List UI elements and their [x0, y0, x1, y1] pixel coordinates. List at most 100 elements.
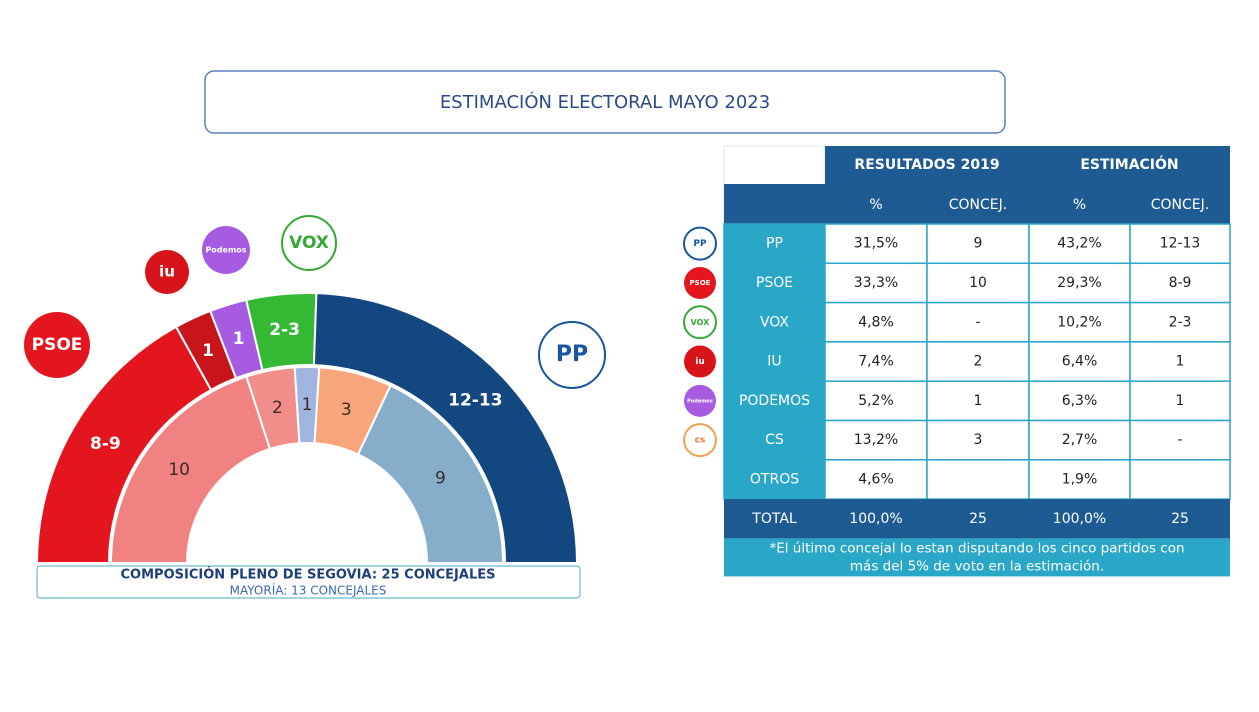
outer-label: 1: [202, 341, 214, 361]
sub-header: CONCEJ.: [1151, 197, 1209, 213]
cell-text: 7,4%: [858, 354, 894, 370]
inner-label: 1: [302, 395, 313, 415]
data-cell: [1129, 223, 1231, 265]
title-box: [204, 70, 1006, 134]
cell-text: -: [1177, 432, 1182, 448]
psoe-logo-text: PSOE: [32, 335, 83, 355]
podemos-logo: [202, 226, 250, 274]
party-name: OTROS: [750, 471, 799, 487]
note: *El último concejal lo estan disputando …: [769, 540, 1184, 556]
note-bg: [724, 538, 1230, 577]
cell-text: -: [975, 314, 980, 330]
row-logo: [683, 226, 717, 261]
cell-text: 1,9%: [1062, 471, 1098, 487]
outer-label: 1: [233, 329, 245, 349]
iu-logo-text: iu: [159, 263, 175, 281]
total-bg: [724, 499, 1230, 539]
cell-text: 6,4%: [1062, 354, 1098, 370]
data-cell: [1129, 459, 1231, 500]
outer-label: 12-13: [448, 390, 502, 410]
inner-label: 9: [435, 468, 446, 488]
total-cell: 100,0%: [1053, 511, 1106, 527]
total-cell: 25: [1171, 511, 1189, 527]
cell-text: 4,8%: [858, 314, 894, 330]
party-name: PSOE: [756, 275, 793, 291]
cell-text: 13,2%: [854, 432, 898, 448]
data-cell: [1129, 419, 1231, 461]
inner-label: 10: [168, 460, 190, 480]
pp-logo: [538, 321, 606, 389]
data-cell: [1028, 223, 1131, 265]
cell-text: 29,3%: [1057, 275, 1101, 291]
vox-logo: [281, 215, 337, 271]
psoe-logo: [24, 312, 90, 378]
inner-segment: [356, 384, 505, 564]
group-header: ESTIMACIÓN: [1080, 155, 1178, 173]
cell-text: 12-13: [1160, 236, 1201, 252]
row-logo: [684, 345, 716, 378]
row-logo: [683, 305, 717, 340]
pp-logo-text: PP: [556, 342, 588, 367]
cell-text: 4,6%: [858, 471, 894, 487]
data-cell: [824, 262, 928, 304]
cell-text: 3: [974, 432, 983, 448]
caption-box: [36, 565, 581, 599]
cell-text: 2-3: [1169, 314, 1192, 330]
row-logo-text: cs: [695, 436, 706, 446]
note: más del 5% de voto en la estimación.: [850, 558, 1104, 574]
data-cell: [1129, 301, 1231, 343]
data-cell: [926, 459, 1030, 500]
cell-text: 2,7%: [1062, 432, 1098, 448]
total-cell: 25: [969, 511, 987, 527]
inner-label: 3: [341, 400, 352, 420]
data-cell: [1129, 380, 1231, 422]
cell-text: 33,3%: [854, 275, 898, 291]
party-cell: [723, 459, 826, 500]
data-cell: [824, 223, 928, 265]
row-logo: [684, 384, 716, 417]
iu-logo: [145, 250, 189, 294]
sub-header: %: [1073, 197, 1086, 213]
sub-header: CONCEJ.: [949, 197, 1007, 213]
inner-label: 2: [272, 398, 283, 418]
data-cell: [1028, 341, 1131, 382]
outer-label: 2-3: [269, 320, 300, 340]
header-bg: [825, 146, 1230, 224]
row-logo: [684, 266, 716, 299]
outer-label: 8-9: [90, 434, 121, 454]
cell-text: 1: [1176, 354, 1185, 370]
data-cell: [926, 223, 1030, 265]
data-cell: [1028, 380, 1131, 422]
data-cell: [926, 341, 1030, 382]
cell-text: 2: [974, 354, 983, 370]
row-logo-text: Podemos: [687, 398, 713, 404]
party-cell: [723, 380, 826, 422]
party-name: PP: [766, 236, 783, 252]
total-cell: 100,0%: [849, 511, 902, 527]
data-cell: [824, 380, 928, 422]
total-cell: TOTAL: [751, 511, 797, 527]
row-logo-text: iu: [695, 357, 705, 367]
row-logo-text: PSOE: [690, 279, 711, 287]
cell-text: 10,2%: [1057, 314, 1101, 330]
cell-text: 43,2%: [1057, 236, 1101, 252]
party-name: VOX: [760, 314, 789, 330]
caption: COMPOSICIÓN PLENO DE SEGOVIA: 25 CONCEJA…: [121, 567, 496, 583]
cell-text: 10: [969, 275, 987, 291]
subcaption: MAYORÍA: 13 CONCEJALES: [230, 583, 387, 598]
party-name: IU: [767, 354, 781, 370]
party-cell: [723, 301, 826, 343]
data-cell: [926, 301, 1030, 343]
data-cell: [926, 262, 1030, 304]
data-cell: [1129, 262, 1231, 304]
table: RESULTADOS 2019 ESTIMACIÓN% CONCEJ.% CONCEJ…: [683, 145, 1231, 577]
outer-segment: [312, 292, 579, 564]
party-name: CS: [765, 432, 784, 448]
sub-header: %: [869, 197, 882, 213]
cell-text: 5,2%: [858, 393, 894, 409]
title: ESTIMACIÓN ELECTORAL MAYO 2023: [440, 91, 770, 113]
data-cell: [824, 459, 928, 500]
cell-text: 1: [974, 393, 983, 409]
